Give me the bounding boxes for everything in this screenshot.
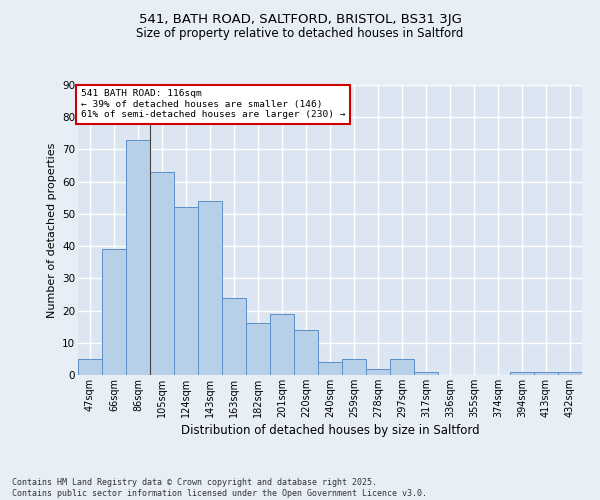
Bar — [150, 172, 174, 375]
Bar — [366, 368, 390, 375]
Bar — [270, 314, 294, 375]
X-axis label: Distribution of detached houses by size in Saltford: Distribution of detached houses by size … — [181, 424, 479, 437]
Bar — [78, 359, 102, 375]
Text: 541 BATH ROAD: 116sqm
← 39% of detached houses are smaller (146)
61% of semi-det: 541 BATH ROAD: 116sqm ← 39% of detached … — [80, 90, 345, 119]
Bar — [294, 330, 318, 375]
Bar — [510, 372, 534, 375]
Text: Contains HM Land Registry data © Crown copyright and database right 2025.
Contai: Contains HM Land Registry data © Crown c… — [12, 478, 427, 498]
Text: Size of property relative to detached houses in Saltford: Size of property relative to detached ho… — [136, 28, 464, 40]
Bar — [390, 359, 414, 375]
Bar — [126, 140, 150, 375]
Text: 541, BATH ROAD, SALTFORD, BRISTOL, BS31 3JG: 541, BATH ROAD, SALTFORD, BRISTOL, BS31 … — [139, 12, 461, 26]
Bar — [318, 362, 342, 375]
Bar — [558, 372, 582, 375]
Bar — [222, 298, 246, 375]
Bar — [102, 250, 126, 375]
Bar — [174, 208, 198, 375]
Y-axis label: Number of detached properties: Number of detached properties — [47, 142, 56, 318]
Bar — [534, 372, 558, 375]
Bar — [246, 324, 270, 375]
Bar — [198, 201, 222, 375]
Bar — [342, 359, 366, 375]
Bar — [414, 372, 438, 375]
